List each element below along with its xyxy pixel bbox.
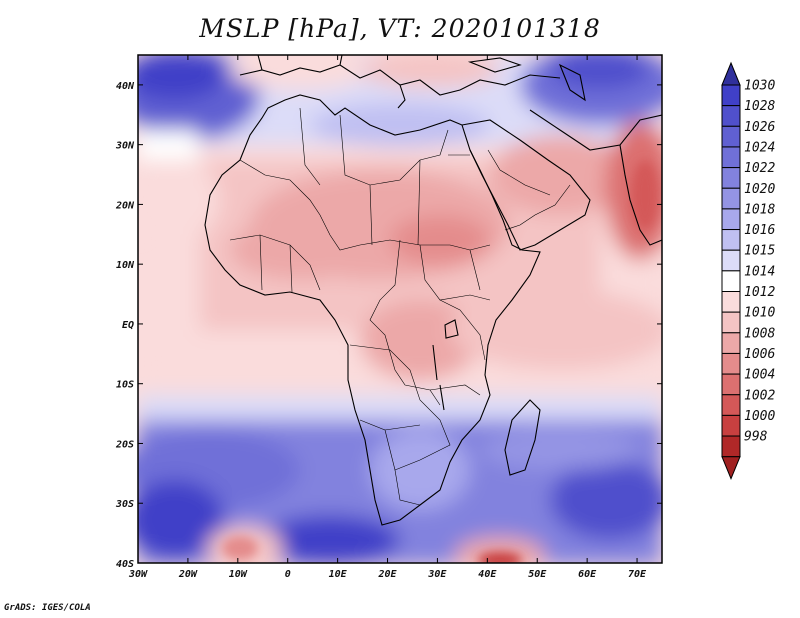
colorbar-level-label: 1006 <box>744 347 775 362</box>
colorbar-level-label: 1022 <box>744 161 775 176</box>
colorbar-level-label: 1012 <box>744 285 775 300</box>
colorbar: 1030 1028 1026 1024 1022 1020 1018 1016 1015 1014… <box>721 61 775 481</box>
colorbar-level-label: 1018 <box>744 202 775 217</box>
y-tick-label: EQ <box>122 320 134 331</box>
colorbar-swatch <box>721 352 741 375</box>
colorbar-swatch <box>721 84 741 107</box>
x-tick-label: 10W <box>229 569 248 580</box>
colorbar-swatch <box>721 249 741 272</box>
colorbar-swatch <box>721 311 741 334</box>
country-borders <box>229 107 571 506</box>
x-tick-label: 10E <box>329 569 348 580</box>
colorbar-level-label: 998 <box>744 430 768 445</box>
colorbar-level-label: 1020 <box>744 182 775 197</box>
map-title: MSLP [hPa], VT: 2020101318 <box>199 14 601 43</box>
colorbar-swatch <box>721 414 741 437</box>
colorbar-swatch <box>721 146 741 169</box>
x-tick-label: 40E <box>478 569 497 580</box>
colorbar-swatch <box>721 167 741 189</box>
colorbar-swatch <box>721 229 741 251</box>
y-tick-label: 30S <box>115 499 134 510</box>
x-tick-label: 50E <box>528 569 547 580</box>
pressure-field <box>138 55 662 563</box>
colorbar-swatch <box>721 208 741 231</box>
colorbar-level-label: 1002 <box>744 388 775 403</box>
colorbar-level-label: 1016 <box>744 223 775 238</box>
y-tick-label: 20N <box>115 200 135 211</box>
x-tick-label: 70E <box>628 569 647 580</box>
colorbar-cap-top <box>721 61 741 86</box>
y-axis: 40N 30N 20N 10N EQ 10S 20S 30S 40S <box>115 81 662 570</box>
x-tick-label: 20W <box>178 569 198 580</box>
colorbar-level-label: 1014 <box>744 264 775 279</box>
colorbar-swatch <box>721 332 741 354</box>
colorbar-swatch <box>721 394 741 416</box>
colorbar-swatch <box>721 435 741 458</box>
map-frame <box>137 54 663 564</box>
colorbar-swatch <box>721 291 741 313</box>
colorbar-swatch <box>721 125 741 148</box>
x-tick-label: 60E <box>578 569 597 580</box>
x-tick-label: 30W <box>128 569 148 580</box>
colorbar-level-label: 1024 <box>744 140 775 155</box>
colorbar-level-label: 1004 <box>744 368 775 383</box>
colorbar-swatch <box>721 270 741 293</box>
colorbar-level-label: 1030 <box>744 79 775 94</box>
y-tick-label: 40N <box>116 81 135 92</box>
colorbar-level-label: 1008 <box>744 326 775 341</box>
colorbar-cap-bottom <box>721 456 741 481</box>
colorbar-level-label: 1028 <box>744 99 775 114</box>
grads-credit: GrADS: IGES/COLA <box>4 603 91 613</box>
colorbar-swatch <box>721 373 741 396</box>
y-tick-label: 40S <box>116 559 134 570</box>
x-tick-label: 0 <box>285 569 291 580</box>
colorbar-level-label: 1015 <box>744 244 775 259</box>
y-tick-label: 10S <box>116 380 134 391</box>
y-tick-label: 30N <box>115 141 135 152</box>
colorbar-swatch <box>721 105 741 127</box>
x-tick-label: 20E <box>377 569 397 580</box>
y-tick-label: 20S <box>115 439 134 450</box>
y-tick-label: 10N <box>116 260 135 271</box>
colorbar-level-label: 1010 <box>744 306 775 321</box>
colorbar-level-label: 1026 <box>744 120 775 135</box>
x-axis: 30W 20W 10W 0 10E 20E 30E 40E 50E 60E 70E <box>128 55 647 580</box>
colorbar-swatch <box>721 187 741 210</box>
coastlines <box>204 55 662 526</box>
x-tick-label: 30E <box>427 569 447 580</box>
colorbar-level-label: 1000 <box>744 409 775 424</box>
